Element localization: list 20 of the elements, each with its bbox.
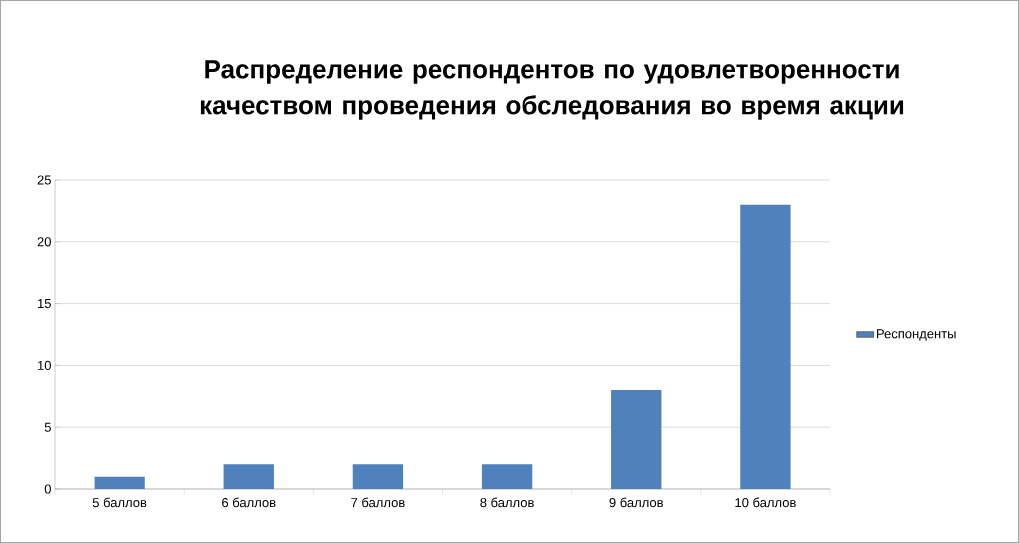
x-tick-label: 10 баллов [735,497,796,508]
y-tick-label: 15 [38,299,51,309]
chart-title: Распределение респондентов по удовлетворенности качеством проведения обследования во время акции [200,60,904,120]
bar [611,390,662,489]
x-tick-label: 6 баллов [222,497,276,508]
x-tick-label: 8 баллов [480,497,534,508]
bar [94,476,145,489]
bar [481,464,533,489]
y-tick-label: 5 [44,422,51,432]
bar [223,464,274,489]
y-tick-label: 25 [37,175,51,185]
x-tick-label: 9 баллов [609,497,663,508]
x-tick-label: 5 баллов [92,497,147,508]
legend-label: Респонденты [876,329,956,341]
y-tick-label: 10 [38,360,51,370]
bar [740,204,791,489]
bar [352,464,404,489]
x-tick-label: 7 баллов [351,497,405,508]
y-tick-label: 0 [44,484,51,494]
y-tick-label: 20 [37,237,51,247]
